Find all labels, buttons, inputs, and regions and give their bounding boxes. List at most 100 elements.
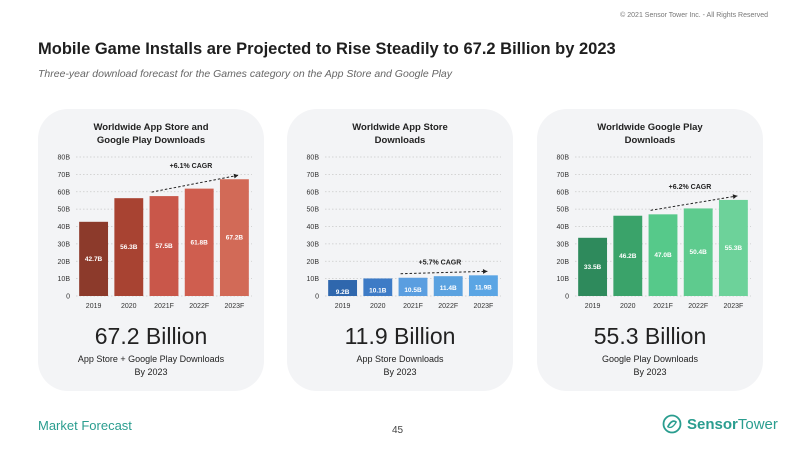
y-tick-label: 50B [557,207,570,214]
bar [433,276,463,296]
x-tick-label: 2019 [335,303,351,310]
bar [718,199,748,296]
cagr-arrowhead [732,194,738,199]
y-tick-label: 20B [58,259,71,266]
y-tick-label: 30B [58,241,71,248]
y-tick-label: 50B [58,207,71,214]
bar [363,278,393,296]
bar [114,198,144,296]
brand-name-part1: Sensor [687,415,738,433]
caption-line2: By 2023 [134,367,168,377]
x-tick-label: 2021F [154,303,174,310]
bar [468,275,498,296]
y-tick-label: 60B [307,189,320,196]
caption-line1: Google Play Downloads [601,354,699,364]
x-tick-label: 2019 [86,303,102,310]
cagr-arrow [400,270,488,275]
bar-chart-appstore: 0 10B 20B 30B 40B 50B 60B 70B 80B 9.2B 2019 10.1B 20… [307,155,501,310]
bar-value-label: 67.2B [226,235,244,242]
cagr-arrow [151,174,239,193]
bar-value-label: 55.3B [725,245,743,252]
bar [648,214,678,296]
bar-chart-combined: 0 10B 20B 30B 40B 50B 60B 70B 80B 42.7B 2019 56.3B 2… [58,155,252,310]
bar [219,179,249,296]
bar-value-label: 50.4B [690,249,708,256]
y-tick-label: 40B [557,224,570,231]
page-title: Mobile Game Installs are Projected to Ri… [38,40,616,58]
y-tick-label: 40B [307,224,320,231]
headline-caption: App Store + Google Play Downloads By 202… [38,353,264,379]
x-tick-label: 2020 [370,303,386,310]
bar-value-label: 10.5B [404,287,422,294]
y-tick-label: 10B [557,276,570,283]
cagr-arrowhead [233,173,239,179]
bar-value-label: 11.4B [440,285,457,292]
x-tick-label: 2022F [688,303,708,310]
y-tick-label: 70B [307,172,320,179]
bar-value-label: 42.7B [85,256,103,263]
chart-title: Worldwide App Store Downloads [287,121,513,147]
y-tick-label: 10B [58,276,71,283]
y-tick-label: 80B [307,155,320,162]
bar [149,196,179,296]
x-tick-label: 2020 [620,303,636,310]
y-tick-label: 60B [58,189,71,196]
brand-name: SensorTower [687,416,778,433]
y-tick-label: 20B [307,259,320,266]
bar-value-label: 10.1B [369,287,387,294]
bar-value-label: 61.8B [191,239,209,246]
y-tick-label: 0 [565,294,569,301]
page-subtitle: Three-year download forecast for the Gam… [38,68,453,80]
y-tick-label: 50B [307,207,320,214]
headline-value: 55.3 Billion [593,323,707,349]
chart-title: Worldwide Google Play Downloads [537,121,763,147]
y-tick-label: 0 [315,294,319,301]
y-tick-label: 70B [58,172,71,179]
bar-value-label: 47.0B [654,252,672,259]
brand-logo: SensorTower [662,414,778,434]
x-tick-label: 2023F [473,303,493,310]
caption-line1: App Store Downloads [356,354,444,364]
chart-card-appstore: Worldwide App Store Downloads 0 10B 20B 30B… [287,109,513,391]
chart-title-line1: Worldwide Google Play [597,122,703,133]
y-tick-label: 80B [58,155,71,162]
chart-title-line1: Worldwide App Store and [93,122,209,133]
copyright-notice: © 2021 Sensor Tower Inc. - All Rights Re… [620,12,768,19]
bar-value-label: 56.3B [120,244,138,251]
chart-title-line2: Google Play Downloads [96,135,206,146]
bar-value-label: 33.5B [584,264,602,271]
x-tick-label: 2021F [653,303,673,310]
x-tick-label: 2023F [723,303,743,310]
cagr-arrowhead [482,269,488,274]
y-tick-label: 0 [66,294,70,301]
x-tick-label: 2023F [224,303,244,310]
caption-line1: App Store + Google Play Downloads [77,354,225,364]
page-number: 45 [392,425,404,436]
bar-value-label: 9.2B [336,289,350,296]
bar [398,277,428,296]
bar [79,221,109,296]
section-label: Market Forecast [38,418,132,433]
chart-card-combined: Worldwide App Store and Google Play Down… [38,109,264,391]
sensor-tower-logo-icon [662,414,682,434]
headline-caption: App Store Downloads By 2023 [287,353,513,379]
y-tick-label: 30B [557,241,570,248]
bar [613,215,643,296]
headline-caption: Google Play Downloads By 2023 [537,353,763,379]
y-tick-label: 20B [557,259,570,266]
bar-chart-googleplay: 0 10B 20B 30B 40B 50B 60B 70B 80B 33.5B 2019 46.2B 2… [557,155,751,310]
bar [328,280,358,296]
cagr-label: +6.1% CAGR [170,163,213,170]
x-tick-label: 2019 [585,303,601,310]
chart-title: Worldwide App Store and Google Play Down… [38,121,264,147]
headline-value: 67.2 Billion [94,323,208,349]
brand-name-part2: Tower [737,415,778,433]
headline-value: 11.9 Billion [344,323,456,349]
bar [578,237,608,296]
cagr-arrow [650,195,738,211]
chart-card-googleplay: Worldwide Google Play Downloads 0 10B 20B 3… [537,109,763,391]
x-tick-label: 2021F [403,303,423,310]
bar-value-label: 46.2B [619,253,637,260]
chart-title-line2: Downloads [374,135,426,146]
x-tick-label: 2022F [189,303,209,310]
